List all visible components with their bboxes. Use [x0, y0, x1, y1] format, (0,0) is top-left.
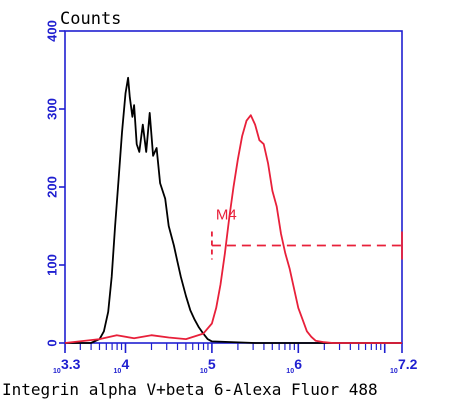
y-axis-title: Counts: [60, 9, 121, 29]
x-tick-label: 10 5: [200, 356, 216, 375]
x-tick-exponent: 3.3: [61, 356, 81, 372]
x-tick-base: 10: [200, 368, 208, 375]
x-tick-base: 10: [113, 368, 121, 375]
x-tick-exponent: 4: [121, 356, 129, 372]
y-tick-label: 200: [44, 176, 59, 198]
x-tick-label: 10 7.2: [390, 356, 418, 375]
gate-label: M4: [216, 207, 237, 224]
series-line-sample: [64, 114, 402, 344]
x-tick-exponent: 7.2: [398, 356, 418, 372]
x-tick-base: 10: [286, 368, 294, 375]
y-tick-label: 0: [44, 339, 59, 346]
x-tick-base: 10: [390, 368, 398, 375]
y-tick-label: 100: [44, 254, 59, 276]
x-tick-exponent: 5: [208, 356, 216, 372]
x-tick-exponent: 6: [294, 356, 302, 372]
x-tick-label: 10 4: [113, 356, 129, 375]
x-tick-base: 10: [53, 368, 61, 375]
x-tick-label: 10 3.3: [53, 356, 81, 375]
series-line-control: [65, 76, 402, 344]
x-tick-label: 10 6: [286, 356, 302, 375]
x-axis-title: Integrin alpha V+beta 6-Alexa Fluor 488: [2, 380, 378, 399]
y-tick-label: 400: [44, 20, 59, 42]
y-tick-label: 300: [44, 98, 59, 120]
